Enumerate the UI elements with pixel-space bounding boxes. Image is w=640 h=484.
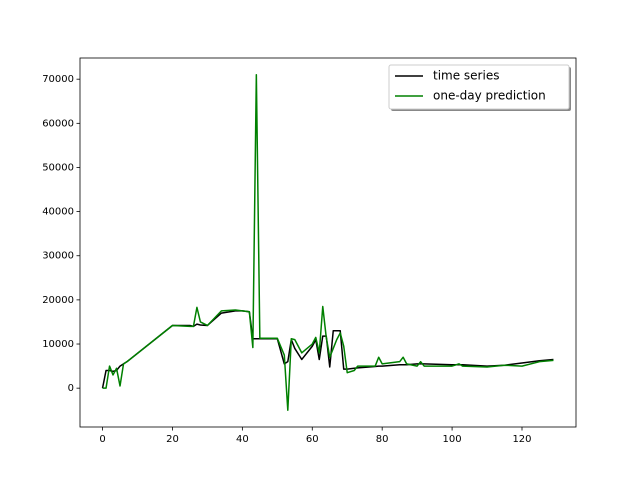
y-tick-label: 10000 bbox=[42, 339, 74, 350]
legend-label: time series bbox=[433, 69, 499, 83]
x-tick-label: 20 bbox=[166, 434, 179, 445]
line-series bbox=[102, 74, 554, 411]
legend-label: one-day prediction bbox=[433, 89, 546, 103]
x-tick-label: 0 bbox=[99, 434, 105, 445]
y-tick-label: 0 bbox=[68, 383, 74, 394]
x-tick-label: 60 bbox=[306, 434, 319, 445]
legend: time series one-day prediction bbox=[388, 64, 571, 111]
x-tick-label: 80 bbox=[376, 434, 389, 445]
y-tick-label: 40000 bbox=[42, 207, 74, 218]
x-tick-label: 100 bbox=[443, 434, 462, 445]
y-tick-label: 30000 bbox=[42, 251, 74, 262]
y-tick-label: 70000 bbox=[42, 74, 74, 85]
x-tick-label: 40 bbox=[236, 434, 249, 445]
y-tick-label: 20000 bbox=[42, 295, 74, 306]
y-tick-label: 50000 bbox=[42, 162, 74, 173]
x-tick-label: 120 bbox=[512, 434, 531, 445]
legend-box bbox=[388, 64, 570, 110]
axes-frame bbox=[79, 57, 577, 428]
y-tick-label: 60000 bbox=[42, 118, 74, 129]
